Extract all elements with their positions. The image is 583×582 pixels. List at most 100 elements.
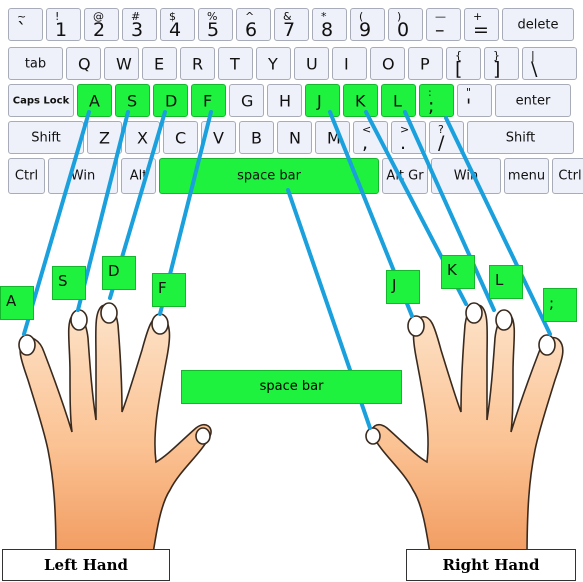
key-shift-label: % xyxy=(207,10,218,23)
key-label: menu xyxy=(507,168,546,184)
key-shift-label: @ xyxy=(93,10,104,23)
guide-line-semicolon xyxy=(444,116,552,336)
key-shift-label: ^ xyxy=(245,10,255,23)
key-o: O xyxy=(370,47,405,80)
key-label: U xyxy=(306,54,318,73)
key-label: V xyxy=(213,128,224,147)
key-label: tab xyxy=(24,56,47,71)
key-sym: | \ xyxy=(522,47,577,80)
key-label: Shift xyxy=(505,130,536,145)
key-shift-label: " xyxy=(466,86,472,99)
key-0: ) 0 xyxy=(388,8,423,41)
key-sym: }] xyxy=(484,47,519,80)
key-8: * 8 xyxy=(312,8,347,41)
key-label: L xyxy=(393,91,402,110)
key-z: Z xyxy=(87,121,122,154)
key-label: Z xyxy=(99,128,110,147)
right-hand-caption: Right Hand xyxy=(406,549,576,581)
key-label: G xyxy=(241,91,254,110)
key-k: K xyxy=(343,84,378,117)
key-label: Win xyxy=(70,168,96,184)
key-tab: tab xyxy=(8,47,63,80)
right-hand-illustration xyxy=(365,302,564,561)
key-label: Q xyxy=(78,54,91,73)
key-j: J xyxy=(305,84,340,117)
key-label: H xyxy=(279,91,292,110)
key-label: 3 xyxy=(131,19,144,41)
key-w: W xyxy=(104,47,139,80)
key-sym: :; xyxy=(419,84,454,117)
key-label: B xyxy=(251,128,262,147)
key-sym: " ' xyxy=(457,84,492,117)
key-label: , xyxy=(362,132,369,154)
key-label: ` xyxy=(17,19,27,41)
key-ctrl: Ctrl xyxy=(552,158,583,194)
key-label: N xyxy=(289,128,301,147)
key-s: S xyxy=(115,84,150,117)
key-label: \ xyxy=(531,58,538,80)
finger-label-l: L xyxy=(489,265,523,299)
key-label: 0 xyxy=(397,19,410,41)
key-e: E xyxy=(142,47,177,80)
key-label: I xyxy=(344,54,349,73)
key-shift-label: $ xyxy=(169,10,176,23)
key-l: L xyxy=(381,84,416,117)
key-shift-label: ! xyxy=(55,10,60,23)
key-label: ; xyxy=(428,95,435,117)
key-label: 8 xyxy=(321,19,334,41)
key-b: B xyxy=(239,121,274,154)
key-label: C xyxy=(175,128,187,147)
key-p: P xyxy=(408,47,443,80)
key-shift-label: { xyxy=(455,49,462,62)
key-r: R xyxy=(180,47,215,80)
key-label: O xyxy=(382,54,395,73)
key-label: enter xyxy=(515,93,551,108)
key-u: U xyxy=(294,47,329,80)
key-label: 4 xyxy=(169,19,182,41)
key-5: % 5 xyxy=(198,8,233,41)
key-3: #3 xyxy=(122,8,157,41)
key-label: X xyxy=(137,128,148,147)
key-shift-label: * xyxy=(321,10,327,23)
key-shift-label: ~ xyxy=(17,10,27,23)
key-shift-label: + xyxy=(473,10,483,23)
key-label: Y xyxy=(268,54,278,73)
finger-label-f: F xyxy=(152,273,186,307)
key-9: (9 xyxy=(350,8,385,41)
key-label: – xyxy=(435,19,445,41)
key-shift-label: < xyxy=(362,123,372,136)
key-label: 2 xyxy=(93,19,106,41)
key-label: 5 xyxy=(207,19,220,41)
key-q: Q xyxy=(66,47,101,80)
key-win: Win xyxy=(48,158,118,194)
key-label: D xyxy=(165,91,178,110)
left-hand-illustration xyxy=(18,302,212,561)
key-ctrl: Ctrl xyxy=(8,158,45,194)
key-label: R xyxy=(192,54,204,73)
key-6: ^ 6 xyxy=(236,8,271,41)
guide-line-a xyxy=(22,110,91,336)
key-a: A xyxy=(77,84,112,117)
key-label: [ xyxy=(455,58,463,80)
key-sym: — – xyxy=(426,8,461,41)
key-label: space bar xyxy=(237,168,301,184)
finger-label-s: S xyxy=(52,266,86,300)
finger-label-a: A xyxy=(0,286,34,320)
key-sym: + = xyxy=(464,8,499,41)
key-shift-label: ) xyxy=(397,10,402,23)
key-label: / xyxy=(438,132,445,154)
key-shift: Shift xyxy=(8,121,84,154)
key-label: . xyxy=(400,132,407,154)
key-n: N xyxy=(277,121,312,154)
key-label: S xyxy=(127,91,138,110)
key-shift-label: | xyxy=(531,49,535,62)
key-label: P xyxy=(420,54,430,73)
key-menu: menu xyxy=(504,158,549,194)
key-label: delete xyxy=(517,17,559,32)
key-2: @2 xyxy=(84,8,119,41)
finger-label-semicolon: ; xyxy=(543,288,577,322)
key-label: K xyxy=(355,91,366,110)
key-shift-label: } xyxy=(493,49,500,62)
space-bar-label: space bar xyxy=(181,370,402,404)
